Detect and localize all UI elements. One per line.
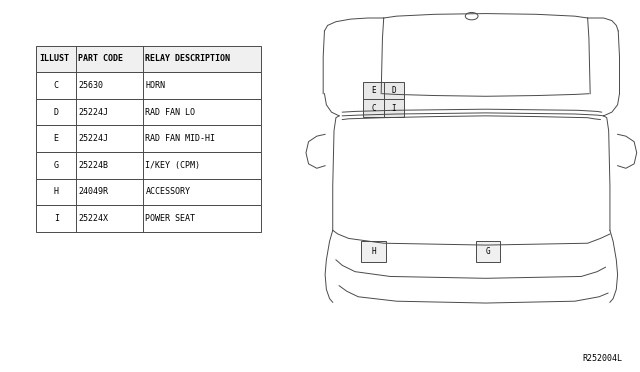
Bar [36, 205, 260, 232]
Text: E: E [54, 134, 59, 143]
Bar [384, 81, 404, 99]
Text: PART CODE: PART CODE [79, 54, 124, 64]
Text: RAD FAN MID-HI: RAD FAN MID-HI [145, 134, 216, 143]
Bar [36, 179, 260, 205]
Bar [476, 241, 500, 262]
Text: 25224J: 25224J [79, 134, 109, 143]
Bar [36, 99, 260, 125]
Text: RELAY DESCRIPTION: RELAY DESCRIPTION [145, 54, 230, 64]
Text: H: H [371, 247, 376, 256]
Bar [364, 99, 384, 117]
Text: C: C [371, 103, 376, 113]
Text: G: G [486, 247, 490, 256]
Bar [362, 241, 386, 262]
Text: E: E [371, 86, 376, 95]
Text: I: I [392, 103, 396, 113]
Text: 25224X: 25224X [79, 214, 109, 223]
Text: POWER SEAT: POWER SEAT [145, 214, 195, 223]
Text: 25630: 25630 [79, 81, 104, 90]
Text: C: C [54, 81, 59, 90]
Text: ILLUST: ILLUST [39, 54, 69, 64]
Text: RAD FAN LO: RAD FAN LO [145, 108, 195, 117]
Text: 25224J: 25224J [79, 108, 109, 117]
Bar [36, 125, 260, 152]
Text: G: G [54, 161, 59, 170]
Bar [36, 46, 260, 72]
Bar [364, 81, 384, 99]
Text: 24049R: 24049R [79, 187, 109, 196]
Bar [384, 99, 404, 117]
Text: ACCESSORY: ACCESSORY [145, 187, 191, 196]
Text: R252004L: R252004L [582, 354, 623, 363]
Bar [36, 152, 260, 179]
Text: D: D [392, 86, 396, 95]
Text: I: I [54, 214, 59, 223]
Text: 25224B: 25224B [79, 161, 109, 170]
Text: HORN: HORN [145, 81, 165, 90]
Text: D: D [54, 108, 59, 117]
Bar [36, 72, 260, 99]
Text: H: H [54, 187, 59, 196]
Text: I/KEY (CPM): I/KEY (CPM) [145, 161, 200, 170]
